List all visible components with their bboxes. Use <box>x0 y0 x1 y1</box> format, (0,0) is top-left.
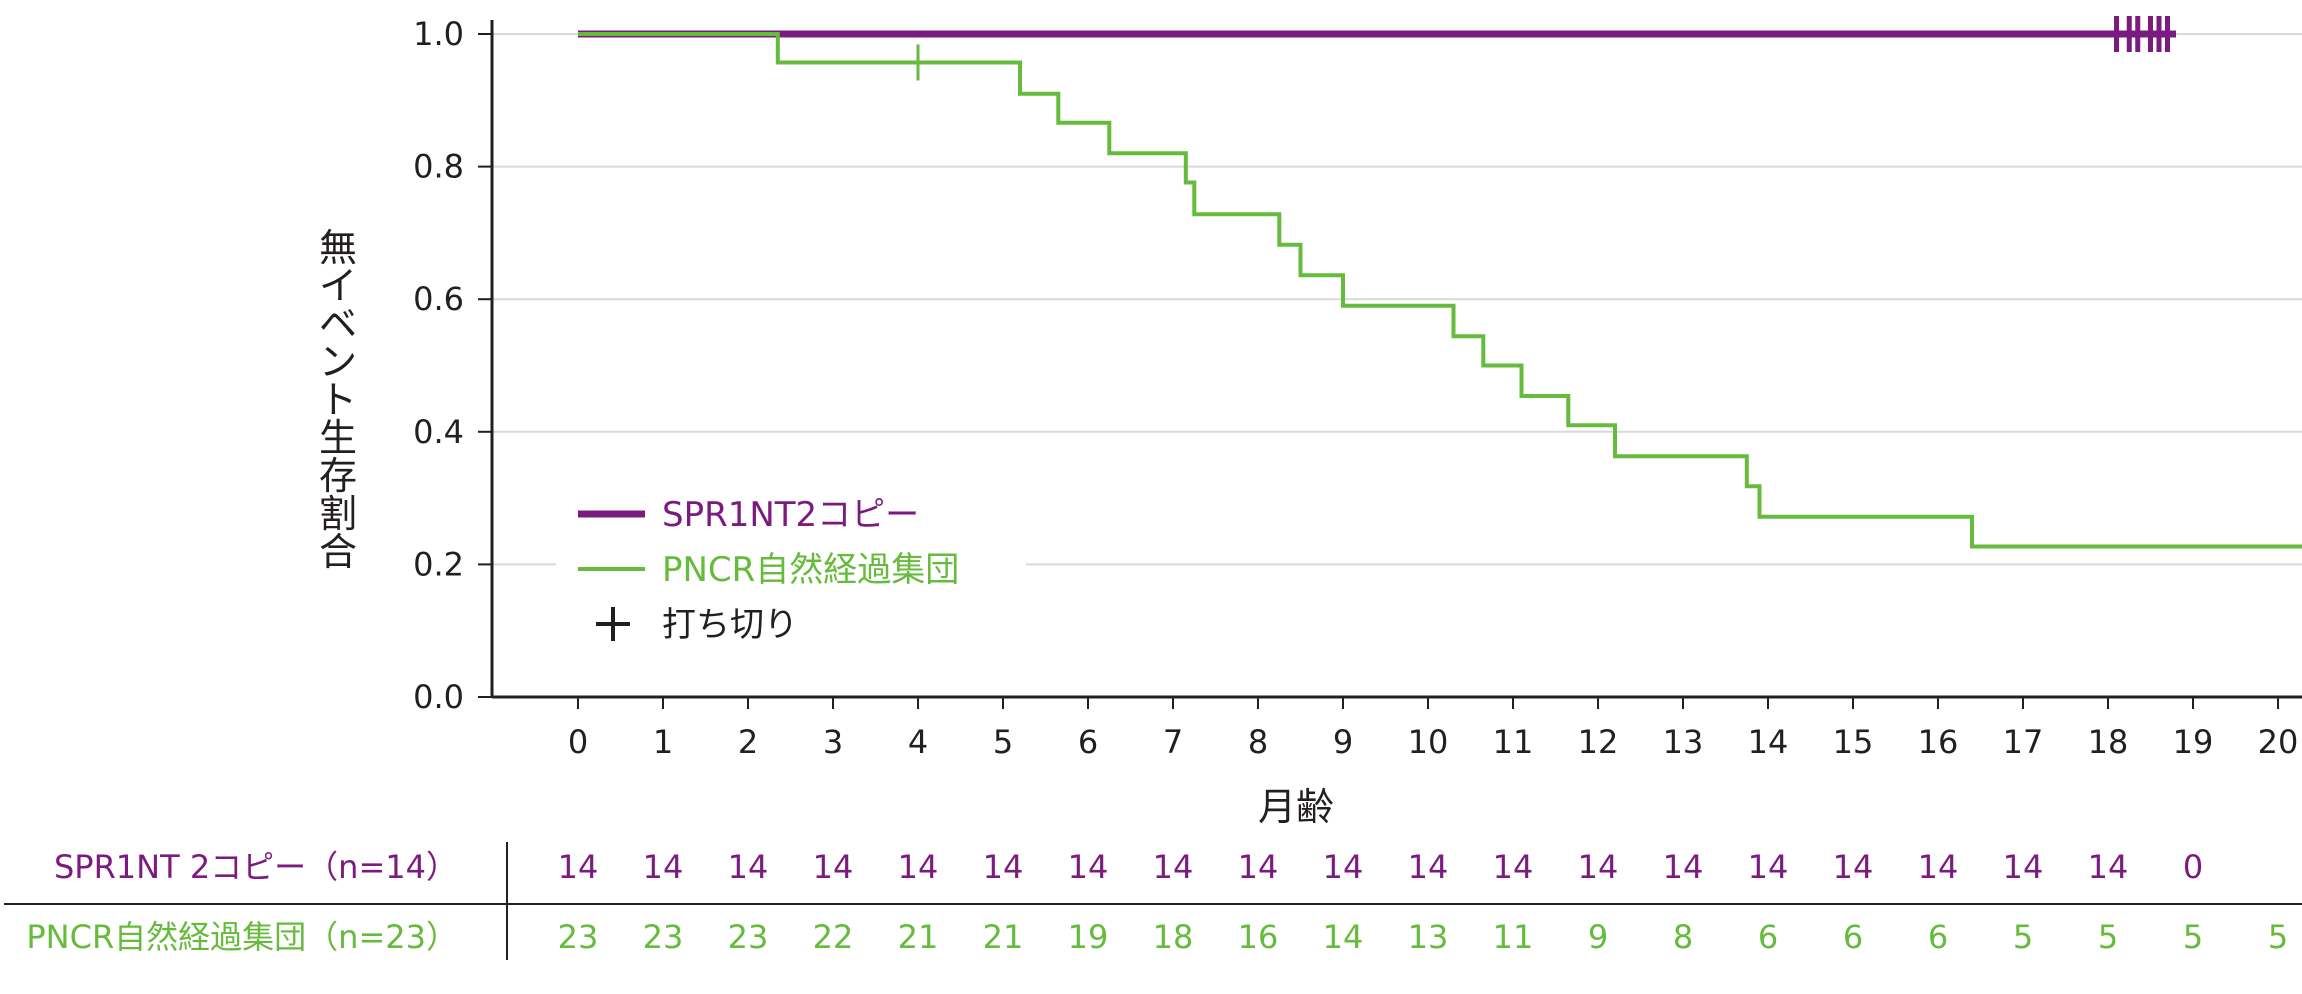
x-tick-label-0: 0 <box>568 723 588 761</box>
risk-value-pncr-14: 6 <box>1758 918 1778 956</box>
risk-value-pncr-15: 6 <box>1843 918 1863 956</box>
legend: SPR1NT2コピー PNCR自然経過集団 打ち切り <box>556 486 1026 656</box>
risk-value-spr1nt-6: 14 <box>1068 848 1109 886</box>
x-tick-label-4: 4 <box>908 723 928 761</box>
risk-value-spr1nt-5: 14 <box>983 848 1024 886</box>
y-tick-label-4: 0.8 <box>413 148 464 186</box>
x-tick-label-19: 19 <box>2173 723 2214 761</box>
risk-value-pncr-11: 11 <box>1493 918 1534 956</box>
risk-value-pncr-7: 18 <box>1153 918 1194 956</box>
risk-value-pncr-6: 19 <box>1068 918 1109 956</box>
risk-value-spr1nt-3: 14 <box>813 848 854 886</box>
risk-value-pncr-8: 16 <box>1238 918 1279 956</box>
risk-value-spr1nt-12: 14 <box>1578 848 1619 886</box>
risk-value-pncr-9: 14 <box>1323 918 1364 956</box>
gridlines <box>492 33 2302 566</box>
legend-censor-symbol <box>596 607 630 641</box>
axes <box>478 20 2302 709</box>
x-tick-label-14: 14 <box>1748 723 1789 761</box>
legend-label-censor: 打ち切り <box>662 605 798 645</box>
risk-value-pncr-10: 13 <box>1408 918 1449 956</box>
x-tick-label-16: 16 <box>1918 723 1959 761</box>
risk-value-pncr-3: 22 <box>813 918 854 956</box>
y-tick-label-5: 1.0 <box>413 15 464 53</box>
legend-label-pncr: PNCR自然経過集団 <box>662 550 959 590</box>
risk-value-spr1nt-1: 14 <box>643 848 684 886</box>
risk-value-pncr-20: 5 <box>2268 918 2288 956</box>
risk-row-label-pncr: PNCR自然経過集団（n=23） <box>26 918 458 956</box>
risk-value-pncr-19: 5 <box>2183 918 2203 956</box>
risk-value-pncr-16: 6 <box>1928 918 1948 956</box>
risk-value-spr1nt-19: 0 <box>2183 848 2203 886</box>
x-tick-label-11: 11 <box>1493 723 1534 761</box>
risk-value-pncr-12: 9 <box>1588 918 1608 956</box>
x-tick-label-18: 18 <box>2088 723 2129 761</box>
risk-value-spr1nt-18: 14 <box>2088 848 2129 886</box>
x-tick-label-3: 3 <box>823 723 843 761</box>
x-tick-label-20: 20 <box>2258 723 2299 761</box>
x-axis-label: 月齢 <box>1258 785 1334 829</box>
risk-value-spr1nt-17: 14 <box>2003 848 2044 886</box>
y-tick-labels: 0.0 0.2 0.4 0.6 0.8 1.0 <box>413 15 464 716</box>
x-tick-label-8: 8 <box>1248 723 1268 761</box>
risk-value-spr1nt-15: 14 <box>1833 848 1874 886</box>
risk-value-spr1nt-10: 14 <box>1408 848 1449 886</box>
risk-value-pncr-2: 23 <box>728 918 769 956</box>
x-tick-label-2: 2 <box>738 723 758 761</box>
series-line-pncr <box>578 32 2302 549</box>
survival-curves <box>578 30 2302 549</box>
x-tick-label-1: 1 <box>653 723 673 761</box>
risk-table: SPR1NT 2コピー（n=14） PNCR自然経過集団（n=23） 14 14 1… <box>4 842 2302 960</box>
risk-value-pncr-0: 23 <box>558 918 599 956</box>
y-tick-label-1: 0.2 <box>413 545 464 583</box>
x-tick-labels: 0 1 2 3 4 5 6 7 8 9 10 11 12 13 14 15 16 17 18 19 20 <box>568 723 2299 761</box>
x-tick-label-17: 17 <box>2003 723 2044 761</box>
risk-value-spr1nt-11: 14 <box>1493 848 1534 886</box>
risk-row-label-spr1nt: SPR1NT 2コピー（n=14） <box>54 848 458 886</box>
risk-value-spr1nt-4: 14 <box>898 848 939 886</box>
x-tick-label-9: 9 <box>1333 723 1353 761</box>
risk-value-pncr-4: 21 <box>898 918 939 956</box>
censor-marks <box>916 16 2170 81</box>
risk-value-spr1nt-14: 14 <box>1748 848 1789 886</box>
x-tick-label-13: 13 <box>1663 723 1704 761</box>
x-tick-label-12: 12 <box>1578 723 1619 761</box>
risk-value-spr1nt-7: 14 <box>1153 848 1194 886</box>
risk-values: 14 14 14 14 14 14 14 14 14 14 14 14 14 14 14 14 14 14 14 0 2… <box>558 848 2289 956</box>
risk-value-spr1nt-8: 14 <box>1238 848 1279 886</box>
y-axis-label: 無イベント生存割合 <box>319 226 357 574</box>
risk-value-spr1nt-2: 14 <box>728 848 769 886</box>
risk-value-spr1nt-13: 14 <box>1663 848 1704 886</box>
x-tick-label-5: 5 <box>993 723 1013 761</box>
risk-value-spr1nt-0: 14 <box>558 848 599 886</box>
risk-value-spr1nt-9: 14 <box>1323 848 1364 886</box>
y-tick-label-2: 0.4 <box>413 413 464 451</box>
x-tick-label-6: 6 <box>1078 723 1098 761</box>
x-tick-label-10: 10 <box>1408 723 1449 761</box>
risk-value-pncr-1: 23 <box>643 918 684 956</box>
risk-value-pncr-18: 5 <box>2098 918 2118 956</box>
risk-value-spr1nt-16: 14 <box>1918 848 1959 886</box>
risk-value-pncr-17: 5 <box>2013 918 2033 956</box>
y-tick-label-3: 0.6 <box>413 280 464 318</box>
x-tick-label-15: 15 <box>1833 723 1874 761</box>
risk-value-pncr-5: 21 <box>983 918 1024 956</box>
y-tick-label-0: 0.0 <box>413 678 464 716</box>
risk-value-pncr-13: 8 <box>1673 918 1693 956</box>
legend-label-spr1nt: SPR1NT2コピー <box>662 495 919 535</box>
x-tick-label-7: 7 <box>1163 723 1183 761</box>
